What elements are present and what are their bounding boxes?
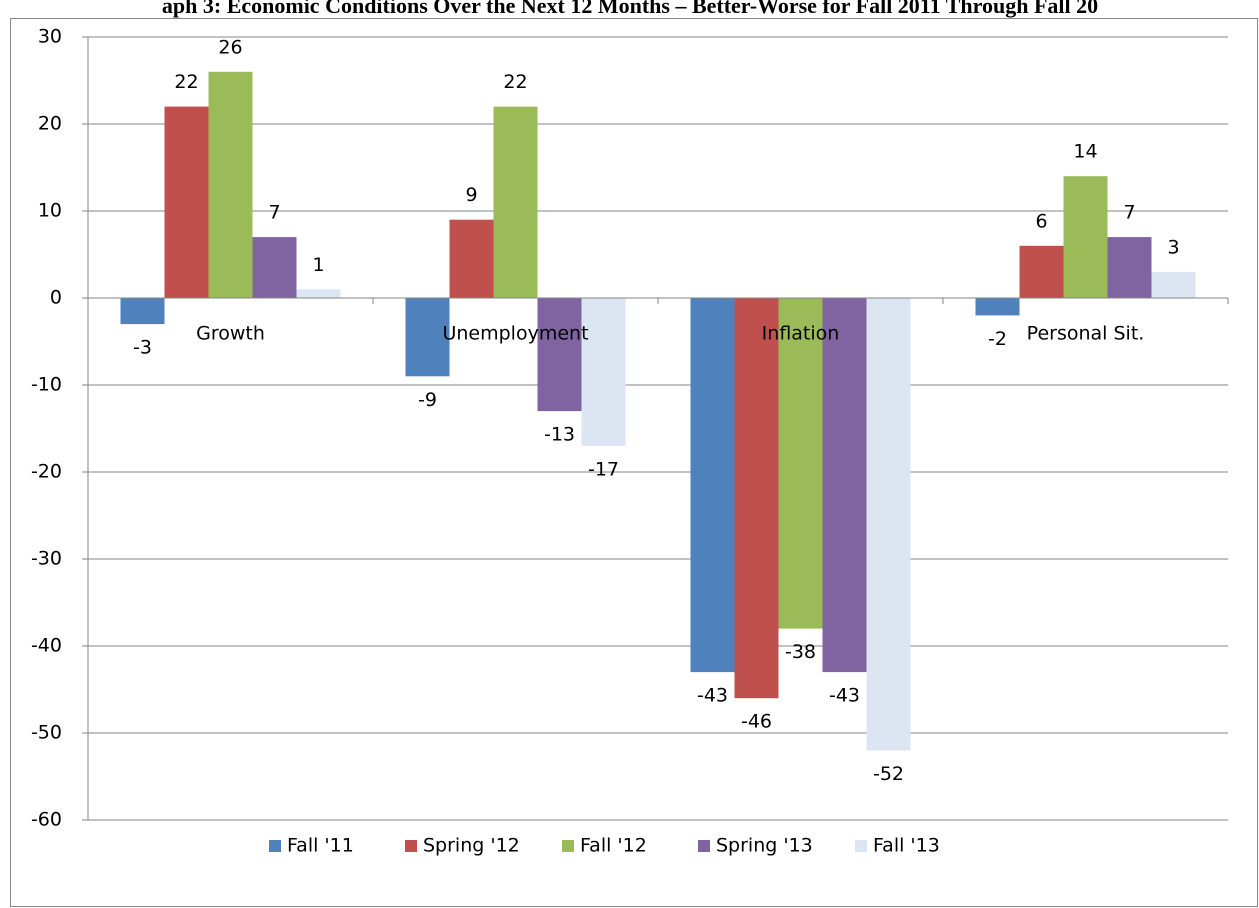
bar [690, 298, 735, 673]
legend-swatch [269, 840, 281, 852]
bar [252, 237, 297, 298]
x-tick-label: Unemployment [442, 323, 588, 345]
data-label: -3 [133, 337, 152, 359]
legend-swatch [562, 840, 574, 852]
bar [975, 298, 1020, 316]
data-label: 22 [503, 71, 527, 93]
y-tick-label: 10 [38, 200, 62, 222]
y-tick-label: 20 [38, 113, 62, 135]
data-label: 22 [174, 71, 198, 93]
bar [493, 106, 538, 298]
data-label: 3 [1167, 236, 1179, 258]
data-label: -13 [544, 424, 575, 446]
y-tick-label: -10 [31, 374, 62, 396]
data-label: 9 [465, 184, 477, 206]
chart-border [10, 18, 1258, 907]
bar [208, 71, 253, 298]
legend-swatch [855, 840, 867, 852]
legend-swatch [698, 840, 710, 852]
data-label: 26 [218, 36, 242, 58]
y-tick-label: 30 [38, 26, 62, 48]
y-tick-label: -20 [31, 461, 62, 483]
x-tick-label: Growth [196, 323, 265, 345]
chart-title: aph 3: Economic Conditions Over the Next… [162, 0, 1098, 18]
legend-label: Spring '13 [716, 835, 813, 857]
data-label: 14 [1073, 141, 1097, 163]
y-tick-label: -30 [31, 548, 62, 570]
bar [1063, 176, 1108, 298]
bar [778, 298, 823, 629]
bar [822, 298, 867, 673]
legend-label: Fall '12 [580, 835, 647, 857]
bar [537, 298, 582, 412]
bar [164, 106, 209, 298]
data-label: -43 [697, 685, 728, 707]
data-label: -52 [873, 763, 904, 785]
legend-label: Fall '11 [287, 835, 354, 857]
bar [296, 289, 341, 298]
bar [1107, 237, 1152, 298]
y-tick-label: -50 [31, 722, 62, 744]
data-label: 7 [268, 202, 280, 224]
data-label: 7 [1123, 202, 1135, 224]
y-tick-label: 0 [50, 287, 62, 309]
bar [866, 298, 911, 751]
legend-swatch [405, 840, 417, 852]
bar [734, 298, 779, 699]
data-label: 6 [1035, 210, 1047, 232]
bar [449, 219, 494, 298]
data-label: -9 [418, 389, 437, 411]
data-label: -43 [829, 685, 860, 707]
x-tick-label: Inflation [762, 323, 840, 345]
bar [405, 298, 450, 377]
data-label: -2 [988, 328, 1007, 350]
x-tick-label: Personal Sit. [1027, 323, 1145, 345]
data-label: 1 [312, 254, 324, 276]
legend-label: Spring '12 [423, 835, 520, 857]
data-label: -46 [741, 711, 772, 733]
bar [581, 298, 626, 446]
data-label: -38 [785, 641, 816, 663]
y-tick-label: -40 [31, 635, 62, 657]
legend-label: Fall '13 [873, 835, 940, 857]
bar [120, 298, 165, 325]
y-tick-label: -60 [31, 809, 62, 831]
bar [1151, 271, 1196, 298]
data-label: -17 [588, 458, 619, 480]
bar [1019, 245, 1064, 298]
